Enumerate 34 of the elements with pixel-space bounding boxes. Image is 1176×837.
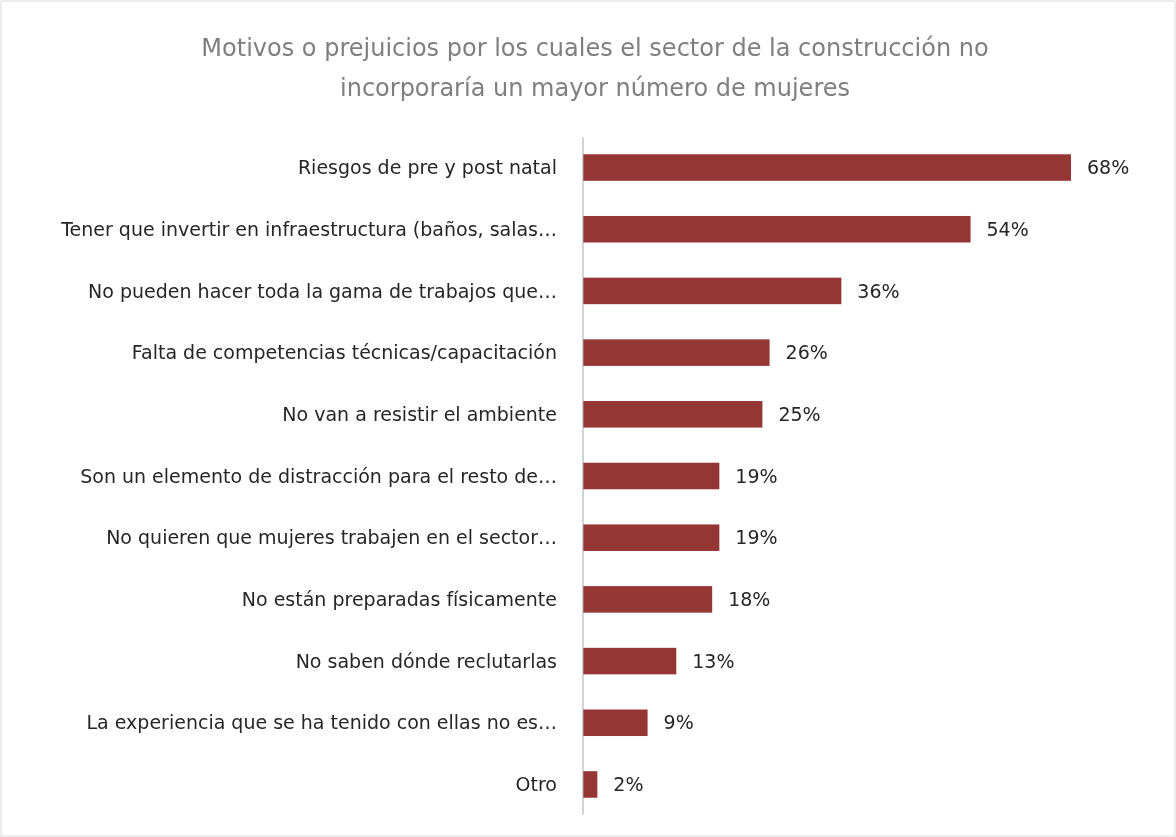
bar [583, 339, 770, 366]
bar [583, 277, 842, 305]
bar [583, 709, 648, 737]
y-tick-label: No saben dónde reclutarlas [295, 649, 557, 672]
data-label: 68% [1087, 156, 1130, 179]
data-label: 13% [692, 649, 735, 672]
data-label: 9% [663, 711, 694, 734]
bar [583, 215, 971, 243]
y-tick-label: No van a resistir el ambiente [282, 402, 557, 425]
bar [583, 462, 720, 490]
bar [583, 586, 713, 613]
data-label: 25% [778, 402, 821, 425]
y-tick-label: No quieren que mujeres trabajen en el sector… [106, 526, 557, 549]
data-label: 2% [613, 773, 644, 796]
data-label: 19% [735, 464, 778, 487]
chart-title: Motivos o prejuicios por los cuales el sector de la construcción no incorporaría un mayor número de mujeres [201, 34, 989, 102]
y-tick-label: Tener que invertir en infraestructura (baños, salas… [60, 217, 557, 240]
bar [583, 401, 763, 428]
data-label: 18% [728, 588, 771, 611]
bar [583, 647, 677, 675]
y-tick-label: No pueden hacer toda la gama de trabajos que… [88, 279, 557, 302]
y-tick-label: Otro [515, 773, 557, 796]
bar [583, 771, 598, 798]
data-label: 19% [735, 526, 778, 549]
bar [583, 154, 1071, 181]
y-tick-label: La experiencia que se ha tenido con ellas no es… [86, 711, 557, 734]
y-tick-label: No están preparadas físicamente [241, 588, 557, 611]
y-tick-label: Riesgos de pre y post natal [297, 156, 557, 179]
y-tick-label: Son un elemento de distracción para el resto de… [80, 464, 557, 487]
y-tick-label: Falta de competencias técnicas/capacitación [131, 341, 557, 364]
data-label: 54% [986, 217, 1029, 240]
bar [583, 524, 720, 551]
data-label: 36% [857, 279, 900, 302]
data-label: 26% [785, 341, 828, 364]
